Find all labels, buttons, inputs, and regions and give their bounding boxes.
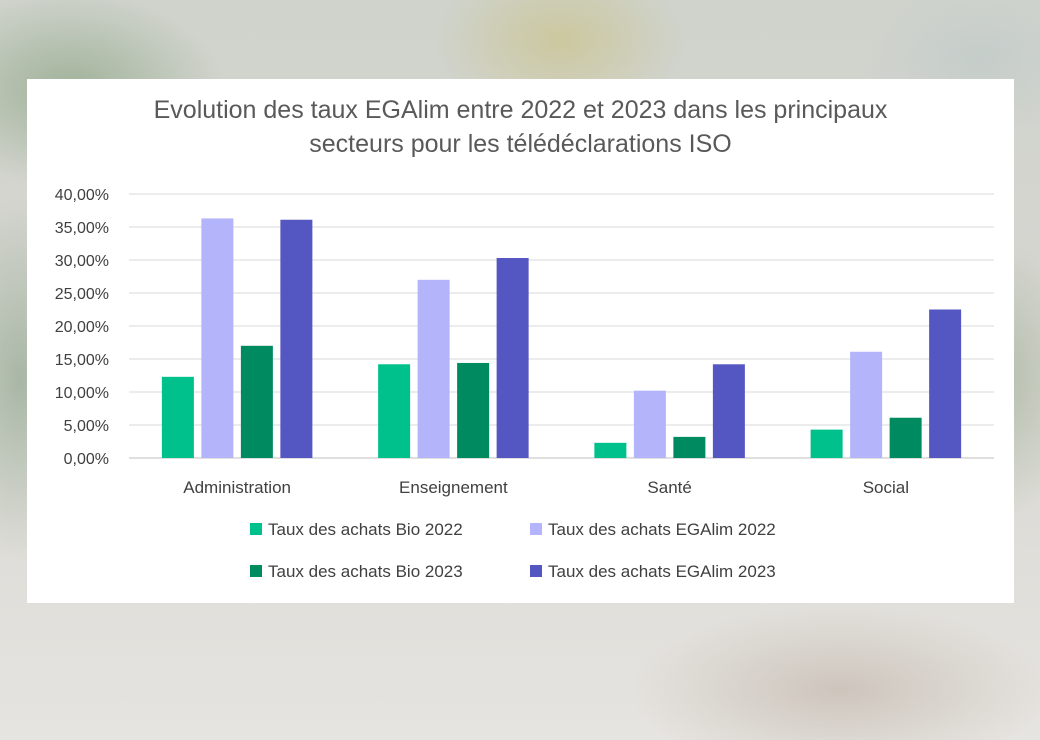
bar [850,351,883,458]
y-tick-label: 40,00% [55,187,109,204]
bar [889,417,922,458]
y-tick-label: 20,00% [55,319,109,336]
bar [496,258,529,458]
legend-label: Taux des achats EGAlim 2023 [548,562,776,581]
chart-title: Evolution des taux EGAlim entre 2022 et … [27,93,1014,161]
legend-swatch [530,523,542,535]
x-category-label: Santé [647,478,691,497]
legend-label: Taux des achats Bio 2022 [268,520,463,539]
y-tick-label: 10,00% [55,385,109,402]
bar [201,218,234,458]
bar [378,364,411,458]
legend-swatch [250,565,262,577]
bar [594,442,627,458]
legend-swatch [530,565,542,577]
bar [161,376,194,458]
bar [633,390,666,458]
x-category-label: Administration [183,478,291,497]
bar [712,364,745,458]
legend-label: Taux des achats EGAlim 2022 [548,520,776,539]
bar [280,219,313,458]
legend-swatch [250,523,262,535]
y-tick-label: 30,00% [55,253,109,270]
x-category-label: Enseignement [399,478,508,497]
chart-title-line-1: Evolution des taux EGAlim entre 2022 et … [153,96,888,124]
bar [673,436,706,458]
bar [417,279,450,458]
legend-label: Taux des achats Bio 2023 [268,562,463,581]
chart-title-line-2: secteurs pour les télédéclarations ISO [309,130,732,158]
y-tick-label: 35,00% [55,220,109,237]
chart-card: Evolution des taux EGAlim entre 2022 et … [27,79,1014,603]
y-tick-label: 25,00% [55,286,109,303]
y-tick-label: 5,00% [64,418,109,435]
y-tick-label: 15,00% [55,352,109,369]
y-tick-label: 0,00% [64,451,109,468]
x-category-label: Social [863,478,909,497]
bar-chart: 0,00% 5,00% 10,00% 15,00% 20,00% 25,00% 30,00%… [55,187,994,581]
bar [810,429,843,458]
bar [929,309,962,458]
bar [240,345,273,458]
bar [457,362,490,458]
